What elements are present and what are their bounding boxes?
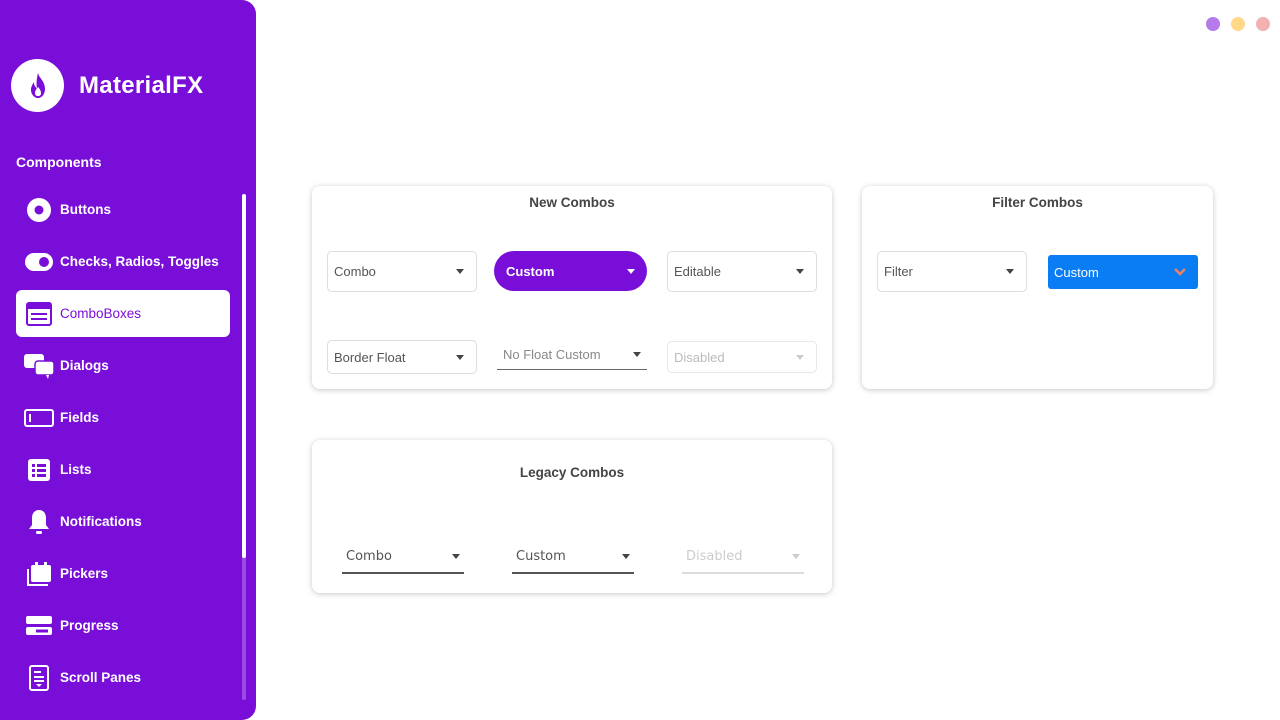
sidebar-item-label: Buttons	[60, 202, 111, 217]
flame-icon	[30, 72, 45, 98]
custom-filter-combo-box[interactable]: Custom	[1048, 255, 1198, 289]
sidebar-item-scroll-panes[interactable]: Scroll Panes	[16, 654, 230, 701]
chevron-down-icon	[1174, 268, 1186, 276]
combo-value: Custom	[506, 263, 555, 279]
combo-value: Custom	[1054, 264, 1099, 280]
dropdown-arrow-icon	[456, 354, 464, 360]
sidebar-item-label: Progress	[60, 618, 119, 633]
sidebar-item-progress[interactable]: Progress	[16, 602, 230, 649]
sidebar-item-notifications[interactable]: Notifications	[16, 498, 230, 545]
dropdown-arrow-icon	[452, 553, 460, 559]
combo-value: Editable	[674, 264, 721, 279]
dropdown-arrow-icon	[792, 553, 800, 559]
sidebar-nav: Buttons Checks, Radios, Toggles ComboBox…	[16, 186, 230, 706]
card-title: Filter Combos	[992, 195, 1083, 210]
sidebar-item-label: Scroll Panes	[60, 670, 142, 685]
sidebar-item-label: Lists	[60, 462, 92, 477]
combo-box[interactable]: Combo	[327, 251, 477, 292]
card-title: New Combos	[529, 195, 615, 210]
close-button[interactable]	[1256, 17, 1270, 31]
app-title: MaterialFX	[79, 72, 204, 99]
legacy-disabled-combo-box: Disabled	[682, 540, 804, 574]
combo-value: Combo	[346, 548, 392, 564]
logo	[11, 59, 64, 112]
scrollbar-thumb[interactable]	[242, 194, 246, 558]
maximize-button[interactable]	[1231, 17, 1245, 31]
combo-value: No Float Custom	[503, 347, 601, 362]
sidebar: MaterialFX Components Buttons Checks, Ra…	[0, 0, 256, 720]
custom-combo-box[interactable]: Custom	[494, 251, 647, 291]
sidebar-item-buttons[interactable]: Buttons	[16, 186, 230, 233]
list-icon	[24, 457, 54, 483]
legacy-combo-box[interactable]: Combo	[342, 540, 464, 574]
sidebar-item-label: Pickers	[60, 566, 109, 581]
sidebar-item-label: Dialogs	[60, 358, 109, 373]
combo-value: Disabled	[686, 548, 743, 564]
dropdown-arrow-icon	[796, 354, 804, 360]
filter-combos-card: Filter Combos Filter Custom	[862, 186, 1213, 389]
disabled-combo-box: Disabled	[667, 341, 817, 373]
sidebar-item-label: Fields	[60, 410, 100, 425]
new-combos-card: New Combos Combo Custom Editable Border …	[312, 186, 832, 389]
combobox-icon	[24, 301, 54, 327]
toggle-icon	[24, 249, 54, 275]
window-controls	[1206, 17, 1270, 31]
filter-combo-box[interactable]: Filter	[877, 251, 1027, 292]
sidebar-item-pickers[interactable]: Pickers	[16, 550, 230, 597]
dropdown-arrow-icon	[1006, 269, 1014, 274]
legacy-custom-combo-box[interactable]: Custom	[512, 540, 634, 574]
border-float-combo-box[interactable]: Border Float	[327, 340, 477, 374]
bell-icon	[24, 509, 54, 535]
sidebar-item-dialogs[interactable]: Dialogs	[16, 342, 230, 389]
combo-value: Filter	[884, 264, 913, 279]
text-field-icon	[24, 405, 54, 431]
no-float-custom-combo-box[interactable]: No Float Custom	[497, 340, 647, 370]
sidebar-item-fields[interactable]: Fields	[16, 394, 230, 441]
scroll-pane-icon	[24, 664, 54, 691]
combo-value: Custom	[516, 548, 566, 564]
sidebar-item-label: Checks, Radios, Toggles	[60, 254, 219, 269]
sidebar-item-label: ComboBoxes	[60, 306, 142, 321]
sidebar-item-comboboxes[interactable]: ComboBoxes	[16, 290, 230, 337]
sidebar-item-label: Notifications	[60, 514, 142, 529]
card-title: Legacy Combos	[519, 465, 625, 480]
radio-button-icon	[24, 197, 54, 223]
dropdown-arrow-icon	[796, 269, 804, 274]
combo-value: Disabled	[674, 349, 725, 365]
minimize-button[interactable]	[1206, 17, 1220, 31]
dropdown-arrow-icon	[456, 269, 464, 274]
sidebar-item-checks[interactable]: Checks, Radios, Toggles	[16, 238, 230, 285]
dropdown-arrow-icon	[627, 268, 635, 274]
chat-bubbles-icon	[24, 353, 54, 379]
combo-value: Combo	[334, 264, 376, 279]
combo-value: Border Float	[334, 349, 406, 365]
dropdown-arrow-icon	[622, 553, 630, 559]
sidebar-item-lists[interactable]: Lists	[16, 446, 230, 493]
calendar-icon	[24, 561, 54, 587]
legacy-combos-card: Legacy Combos Combo Custom Disabled	[312, 440, 832, 593]
section-heading: Components	[16, 154, 102, 170]
dropdown-arrow-icon	[633, 352, 641, 357]
editable-combo-box[interactable]: Editable	[667, 251, 817, 292]
progress-icon	[24, 613, 54, 639]
